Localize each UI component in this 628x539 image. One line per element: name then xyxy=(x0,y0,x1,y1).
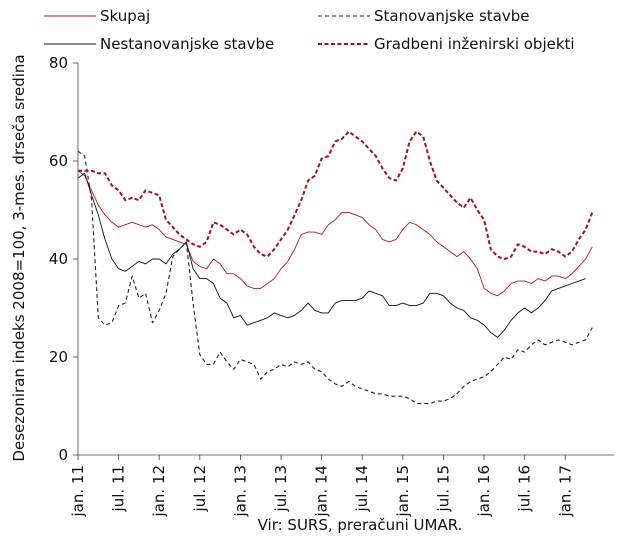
x-tick-label: jul. 13 xyxy=(272,465,290,512)
series-line-nestanovanjske-stavbe xyxy=(77,172,586,338)
x-tick-label: jul. 16 xyxy=(516,465,534,512)
x-tick-label: jan. 12 xyxy=(150,465,168,518)
series-line-stanovanjske-stavbe xyxy=(77,150,593,405)
y-tick-label: 0 xyxy=(58,446,68,464)
x-tick-label: jan. 15 xyxy=(394,465,412,518)
y-ticks: 0 20 40 60 80 xyxy=(49,54,78,464)
x-tick-label: jul. 15 xyxy=(434,465,452,512)
legend-label-stanovanjske-stavbe: Stanovanjske stavbe xyxy=(374,7,530,25)
y-tick-label: 60 xyxy=(49,152,68,170)
y-axis-title: Desezoniran indeks 2008=100, 3-mes. drse… xyxy=(10,54,28,461)
series-line-gradbeni-inzenirski-objekti xyxy=(78,130,594,260)
y-tick-label: 80 xyxy=(49,54,68,72)
x-tick-label: jan. 16 xyxy=(475,465,493,518)
source-note: Vir: SURS, preračuni UMAR. xyxy=(258,516,463,534)
y-tick-label: 40 xyxy=(49,250,68,268)
y-tick-label: 20 xyxy=(49,348,68,366)
series-lines xyxy=(77,130,594,405)
x-ticks: jan. 11 jul. 11 jan. 12 jul. 12 jan. 13 jul. … xyxy=(69,455,574,518)
x-tick-label: jul. 11 xyxy=(110,465,128,512)
x-tick-label: jan. 11 xyxy=(69,465,87,518)
legend-label-gradbeni-inzenirski-objekti: Gradbeni inženirski objekti xyxy=(374,35,575,53)
series-line-skupaj xyxy=(77,170,593,297)
x-tick-label: jan. 17 xyxy=(556,465,574,518)
legend-label-nestanovanjske-stavbe: Nestanovanjske stavbe xyxy=(100,35,274,53)
x-tick-label: jan. 14 xyxy=(313,465,331,518)
x-tick-label: jul. 12 xyxy=(191,465,209,512)
x-tick-label: jul. 14 xyxy=(353,465,371,512)
x-tick-label: jan. 13 xyxy=(231,465,249,518)
legend-label-skupaj: Skupaj xyxy=(100,7,150,25)
legend: Skupaj Stanovanjske stavbe Nestanovanjske … xyxy=(44,7,575,53)
